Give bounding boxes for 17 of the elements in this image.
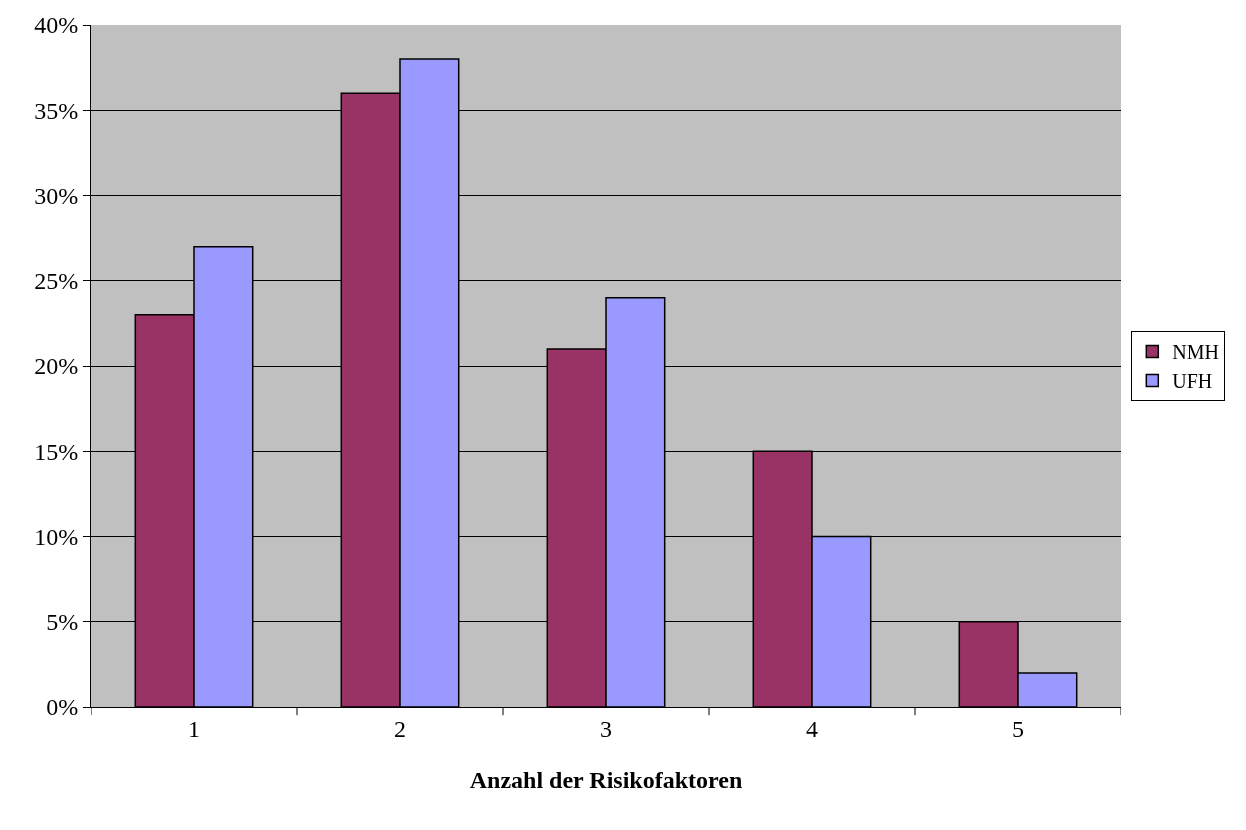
y-tick-label: 10% [34,523,79,550]
x-tick-label: 1 [188,715,200,742]
y-tick-label: 30% [34,182,79,209]
y-tick-label: 5% [46,609,79,636]
legend-label: UFH [1172,370,1213,393]
x-tick-label: 4 [806,715,818,742]
y-tick-label: 40% [34,12,79,39]
x-tick-label: 2 [394,715,406,742]
y-tick-label: 15% [34,438,79,465]
x-axis-title: Anzahl der Risikofaktoren [469,767,743,794]
y-tick-label: 20% [34,353,79,380]
legend-label: NMH [1172,341,1219,364]
y-tick-label: 0% [46,694,79,721]
x-tick-label: 5 [1012,715,1024,742]
x-tick-label: 3 [600,715,612,742]
y-tick-label: 25% [34,268,79,295]
y-tick-label: 35% [34,97,79,124]
